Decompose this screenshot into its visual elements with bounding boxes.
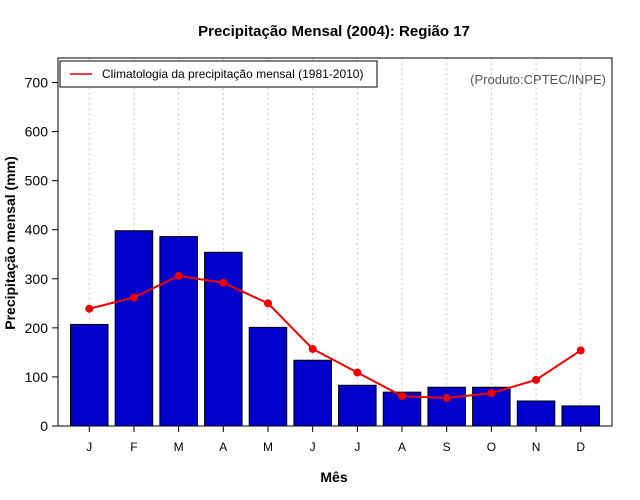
x-tick-label-8: S — [443, 440, 451, 454]
climatology-point-6 — [353, 368, 362, 377]
y-tick-label-200: 200 — [25, 320, 49, 336]
plot-frame — [57, 57, 613, 427]
y-tick-label-100: 100 — [25, 369, 49, 385]
climatology-point-0 — [85, 304, 94, 313]
y-axis: 0 100 200 300 400 500 600 700 — [25, 75, 58, 434]
x-tick-label-1: F — [130, 440, 137, 454]
x-tick-label-4: M — [263, 440, 273, 454]
legend: Climatologia da precipitação mensal (198… — [59, 60, 378, 88]
climatology-polyline — [89, 274, 582, 400]
y-tick-label-300: 300 — [25, 271, 49, 287]
x-tick-label-5: J — [310, 440, 316, 454]
bar-m-4 — [248, 326, 288, 427]
climatology-point-1 — [129, 293, 138, 302]
climatology-point-4 — [263, 299, 272, 308]
y-tick-label-600: 600 — [25, 124, 49, 140]
climatology-point-9 — [487, 389, 496, 398]
climatology-point-5 — [308, 344, 317, 353]
bar-f-1 — [114, 230, 154, 427]
x-axis-title: Mês — [320, 469, 347, 485]
climatology-point-10 — [532, 375, 541, 384]
climatology-point-3 — [219, 278, 228, 287]
y-tick-label-0: 0 — [40, 418, 48, 434]
x-tick-label-2: M — [174, 440, 184, 454]
climatology-point-7 — [398, 392, 407, 401]
climatology-point-11 — [576, 346, 585, 355]
bar-j-6 — [338, 384, 377, 427]
chart-title: Precipitação Mensal (2004): Região 17 — [198, 23, 470, 40]
bar-n-10 — [516, 400, 556, 427]
bar-j-0 — [70, 323, 109, 427]
bar-s-8 — [427, 386, 466, 427]
y-tick-label-400: 400 — [25, 222, 49, 238]
climatology-point-2 — [174, 271, 183, 280]
bars — [70, 230, 600, 427]
bar-m-2 — [159, 236, 198, 427]
bar-d-11 — [561, 405, 600, 427]
x-tick-label-7: A — [398, 440, 406, 454]
y-tick-label-700: 700 — [25, 75, 49, 91]
x-tick-label-11: D — [576, 440, 585, 454]
bar-a-3 — [204, 251, 243, 427]
x-tick-label-9: O — [487, 440, 496, 454]
x-tick-label-6: J — [354, 440, 360, 454]
x-tick-label-10: N — [532, 440, 541, 454]
y-tick-label-500: 500 — [25, 173, 49, 189]
credit-annotation: (Produto:CPTEC/INPE) — [470, 72, 606, 87]
legend-box — [59, 60, 378, 88]
y-axis-title: Precipitação mensal (mm) — [2, 156, 18, 330]
x-tick-label-3: A — [219, 440, 227, 454]
climatology-point-8 — [442, 394, 451, 403]
x-tick-label-0: J — [86, 440, 92, 454]
climatology-line — [89, 274, 582, 400]
bar-j-5 — [293, 359, 332, 427]
legend-entry-climatology: Climatologia da precipitação mensal (198… — [102, 67, 363, 81]
climatology-points — [85, 271, 585, 403]
